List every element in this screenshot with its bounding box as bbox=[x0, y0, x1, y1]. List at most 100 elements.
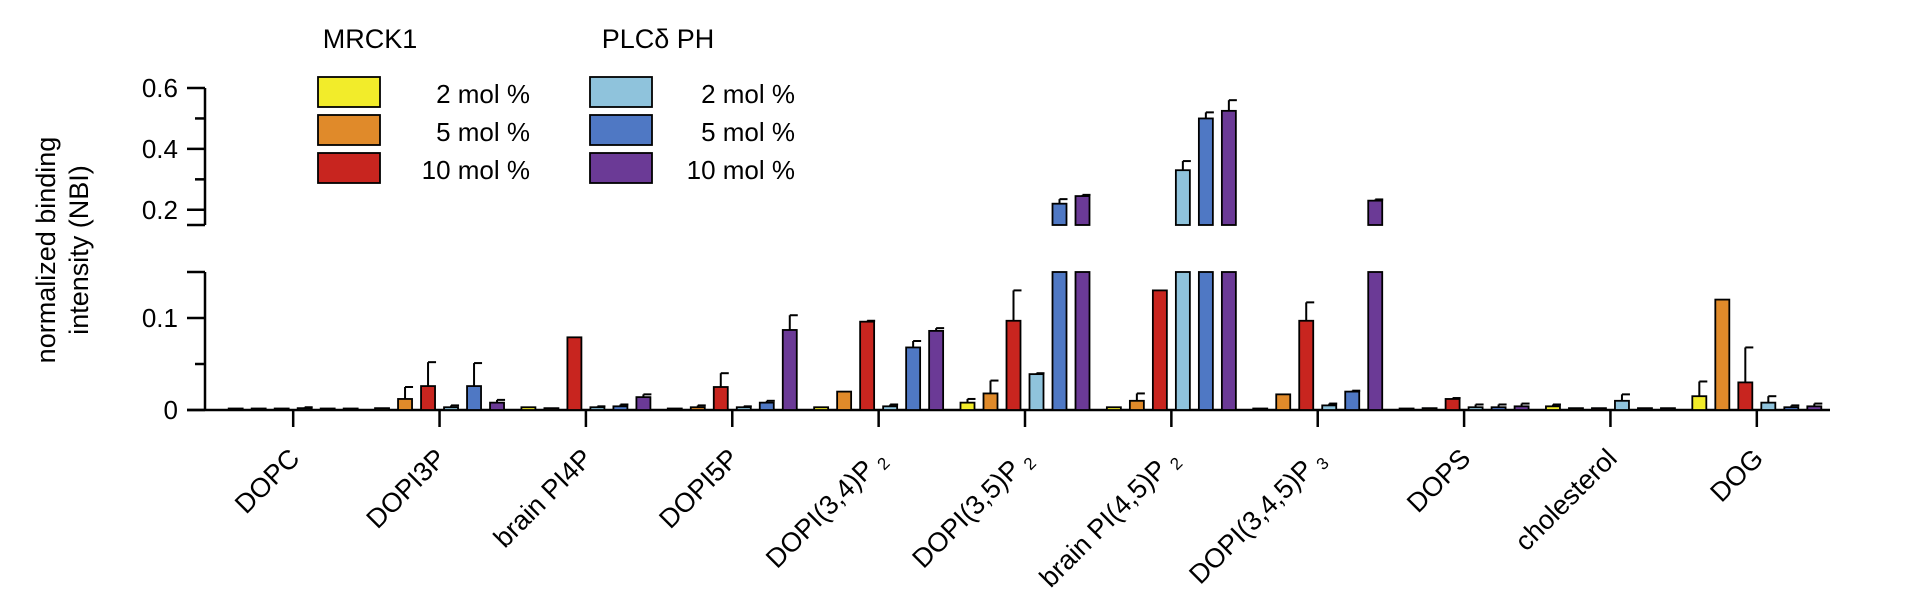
bar bbox=[250, 407, 267, 411]
bar bbox=[1074, 195, 1091, 226]
legend-label: 5 mol % bbox=[701, 117, 795, 147]
y-tick-label: 0.4 bbox=[142, 134, 178, 164]
x-tick-label: DOPI5P bbox=[653, 443, 744, 534]
bar bbox=[689, 406, 706, 411]
y-axis-label: normalized binding intensity (NBI) bbox=[31, 137, 94, 364]
bar-group-item bbox=[273, 407, 290, 411]
bar bbox=[1252, 407, 1269, 411]
bar-group-item bbox=[612, 403, 629, 411]
x-tick-label: DOPC bbox=[229, 443, 305, 519]
bar bbox=[712, 386, 729, 411]
bar-group-item bbox=[781, 314, 798, 411]
bar bbox=[758, 401, 775, 411]
bar bbox=[735, 406, 752, 411]
bar-group-item bbox=[928, 327, 945, 411]
bar bbox=[1660, 407, 1676, 411]
bar bbox=[1074, 271, 1091, 411]
bar bbox=[342, 407, 359, 411]
bar-group-item bbox=[635, 393, 652, 411]
bar bbox=[1513, 405, 1530, 411]
legend-swatch bbox=[589, 76, 653, 108]
bar bbox=[1637, 407, 1653, 411]
bar-group-item bbox=[443, 404, 460, 411]
bar bbox=[1545, 405, 1561, 411]
bar-group-item bbox=[1591, 407, 1607, 411]
bar-group-item bbox=[1275, 393, 1292, 411]
bar bbox=[1421, 407, 1438, 411]
bar-group-item bbox=[227, 407, 244, 411]
legend-label: 10 mol % bbox=[687, 155, 795, 185]
bar-group-item bbox=[1513, 402, 1530, 411]
bar bbox=[1737, 381, 1754, 411]
bar-group-item bbox=[1568, 407, 1584, 411]
x-tick-label: DOPI(3,5)P2 bbox=[906, 443, 1040, 577]
bars bbox=[227, 99, 1823, 411]
x-tick-label: brain PI(4,5)P2 bbox=[1034, 443, 1187, 596]
bar-group-item bbox=[1760, 395, 1777, 411]
bar bbox=[612, 405, 629, 411]
bar bbox=[566, 336, 583, 411]
bar bbox=[296, 407, 313, 411]
bar bbox=[397, 398, 413, 411]
x-tick-label: brain PI4P bbox=[488, 443, 598, 553]
bar-group-item bbox=[1806, 402, 1823, 411]
bar bbox=[1220, 109, 1237, 226]
bar bbox=[520, 406, 537, 411]
bar bbox=[1321, 404, 1338, 411]
bar bbox=[1220, 271, 1237, 411]
legend-swatch bbox=[317, 152, 381, 184]
bar-group-item bbox=[1220, 99, 1237, 411]
bar bbox=[1128, 399, 1145, 411]
bar bbox=[1398, 407, 1415, 411]
bar-group-item bbox=[1344, 389, 1361, 411]
bar bbox=[1005, 319, 1022, 411]
bar-group-item bbox=[1737, 346, 1754, 411]
bar-group-item bbox=[520, 406, 537, 411]
bar bbox=[1568, 407, 1584, 411]
legend-swatch bbox=[589, 114, 653, 146]
bar-group-item bbox=[566, 336, 583, 411]
bar-group-item bbox=[1051, 198, 1068, 411]
bar-group-item bbox=[1637, 407, 1653, 411]
bar bbox=[882, 405, 899, 411]
bar-group-item bbox=[689, 404, 706, 411]
legend-label: 2 mol % bbox=[436, 79, 530, 109]
bar bbox=[1174, 169, 1191, 226]
bar bbox=[1174, 271, 1191, 411]
bar bbox=[466, 385, 482, 411]
bar bbox=[1614, 399, 1630, 411]
bar-group-item bbox=[905, 340, 922, 411]
legend-label: 2 mol % bbox=[701, 79, 795, 109]
bar-group-item bbox=[1545, 403, 1561, 411]
bar-group-item bbox=[813, 406, 830, 411]
bar-group-item bbox=[959, 397, 976, 411]
bar bbox=[813, 406, 830, 411]
legend: MRCK1 2 mol % 5 mol % 10 mol % PLCδ PH 2 mol … bbox=[317, 24, 795, 185]
bar bbox=[1051, 202, 1068, 226]
bar bbox=[781, 329, 798, 411]
bar bbox=[635, 396, 652, 411]
bar bbox=[1028, 373, 1045, 411]
y-axis-label-line-2: intensity (NBI) bbox=[64, 165, 94, 335]
x-tick-label: DOPI(3,4)P2 bbox=[760, 443, 894, 577]
bar-group-item bbox=[1321, 402, 1338, 411]
bar bbox=[589, 406, 606, 411]
bar bbox=[1344, 390, 1361, 411]
bar-group-item bbox=[466, 362, 483, 411]
bar bbox=[959, 401, 976, 411]
bar-group-item bbox=[420, 361, 437, 411]
bar-group-item bbox=[836, 390, 853, 411]
bar bbox=[1151, 289, 1168, 411]
bar-group-item bbox=[1614, 393, 1630, 411]
bar-group-item bbox=[1421, 407, 1438, 411]
bar bbox=[1591, 407, 1607, 411]
bar-group-item bbox=[1783, 404, 1800, 411]
legend-label: 10 mol % bbox=[422, 155, 530, 185]
bar-group-item bbox=[589, 405, 606, 411]
bar bbox=[1783, 406, 1800, 411]
bar bbox=[1467, 406, 1484, 411]
bar-group-item bbox=[882, 403, 899, 411]
bar-group-item bbox=[859, 319, 876, 411]
bar-group-item bbox=[1714, 298, 1731, 411]
